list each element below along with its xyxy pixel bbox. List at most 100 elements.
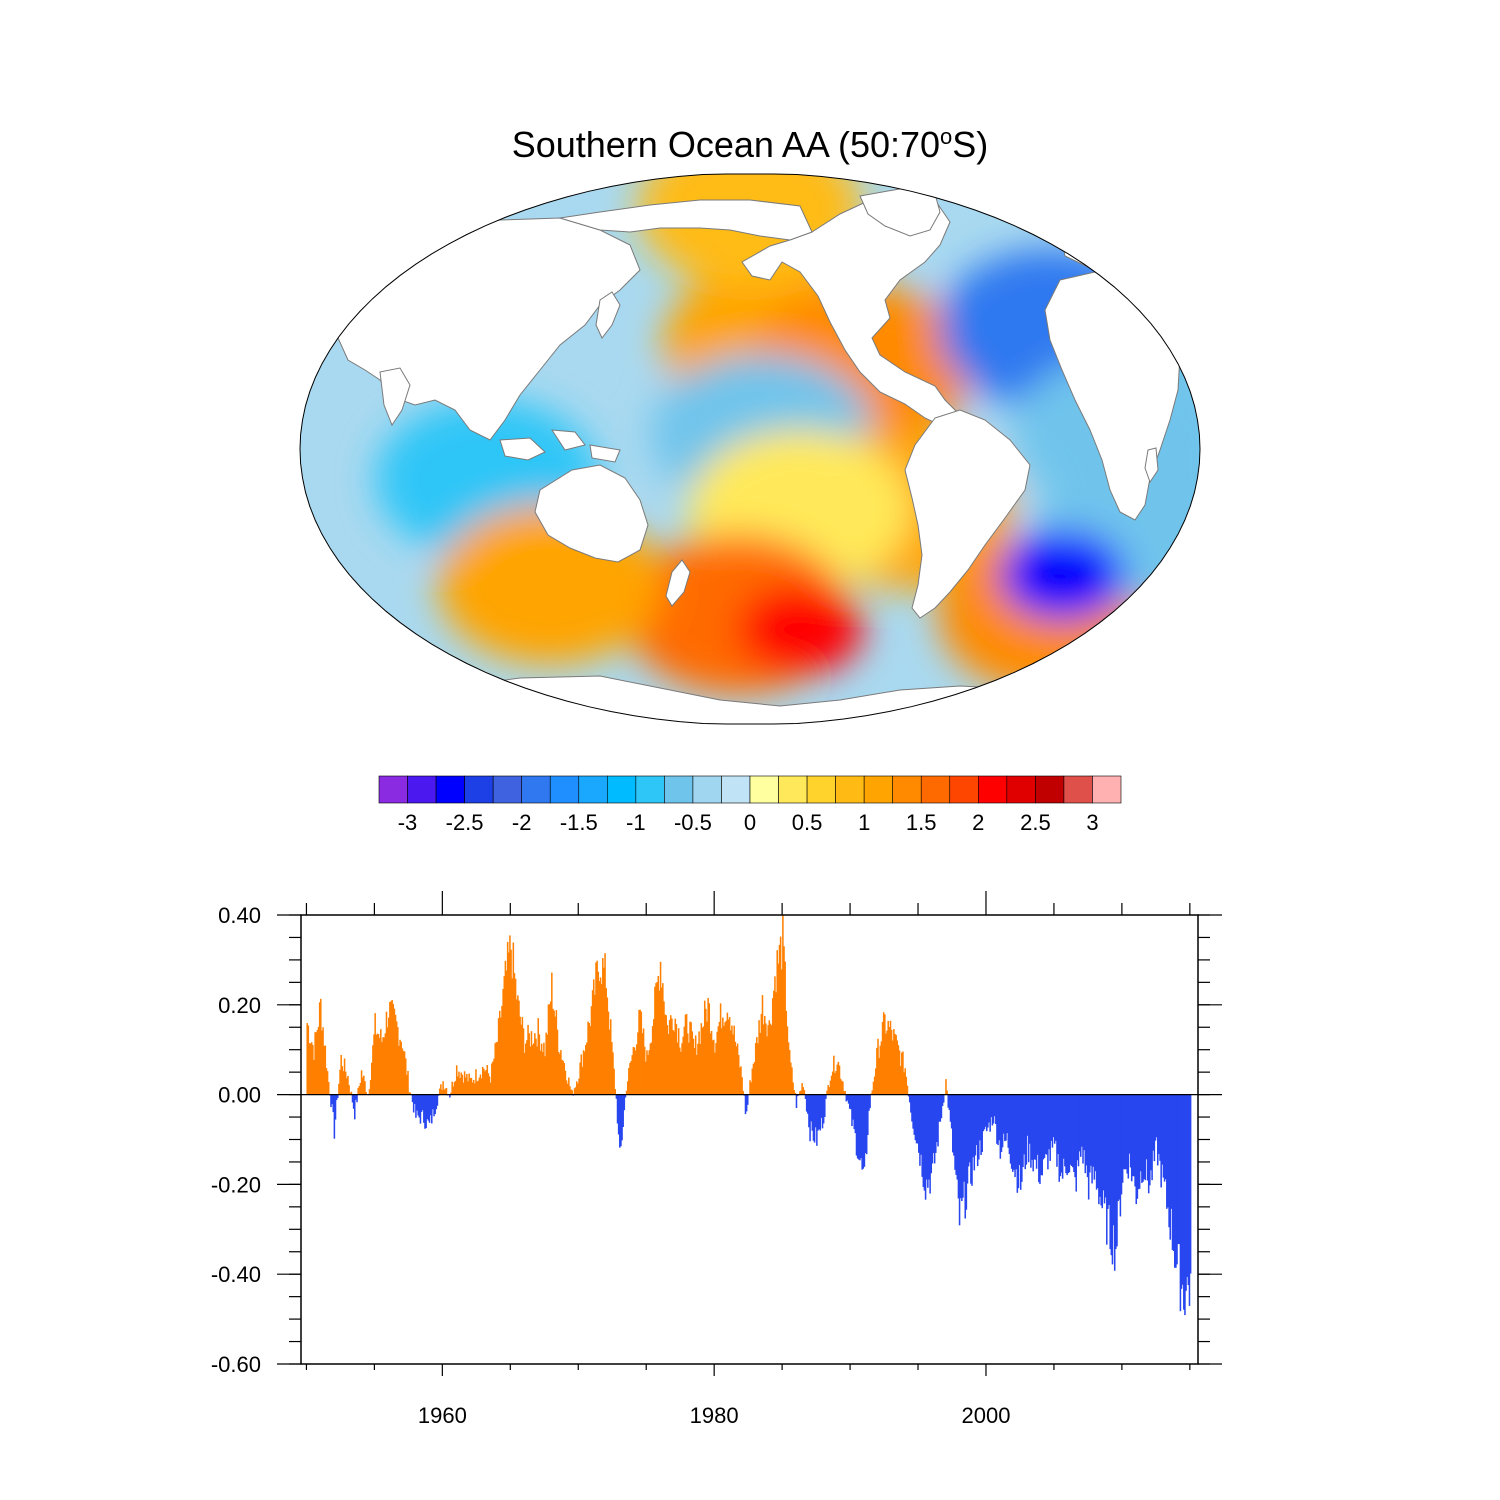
colorbar-tick-label: 2 [972,810,984,835]
timeseries-bar [893,1029,895,1095]
timeseries-bar [673,1031,675,1095]
colorbar-swatch [778,775,808,804]
timeseries-bar [615,1094,618,1099]
timeseries-bar [1034,1094,1037,1160]
timeseries-bar [1178,1094,1181,1245]
timeseries-bar [588,1023,590,1095]
timeseries-bar [807,1094,809,1114]
timeseries-bar [1181,1094,1184,1285]
timeseries-bar [1189,1094,1192,1274]
timeseries-bar [1113,1094,1116,1271]
timeseries-bar [702,1026,705,1095]
timeseries-bar [999,1094,1002,1159]
timeseries-bar [457,1076,459,1095]
timeseries-bar [808,1094,810,1128]
timeseries-bar [1033,1094,1036,1160]
timeseries-bar [326,1071,329,1095]
timeseries-bar [1094,1094,1097,1172]
timeseries-bar [432,1094,434,1110]
colorbar-swatch [464,775,494,804]
timeseries-bar [858,1094,860,1160]
timeseries-bar [844,1090,846,1095]
timeseries-bar [636,1044,638,1095]
timeseries-bar [452,1086,455,1095]
timeseries-bar [1085,1094,1088,1166]
timeseries-bar [1040,1094,1042,1176]
timeseries-bar [1172,1094,1175,1252]
timeseries-bar [672,1030,674,1095]
timeseries-bar [856,1094,859,1159]
timeseries-bar [1128,1094,1131,1154]
timeseries-bar [751,1068,754,1095]
timeseries-bar [542,1051,544,1095]
timeseries-bar [834,1072,836,1095]
timeseries-bar [1135,1094,1138,1205]
antarctica [429,675,1102,724]
timeseries-bar [1170,1094,1173,1209]
timeseries-bar [1084,1094,1087,1174]
timeseries-bar [767,1025,769,1095]
timeseries-bar [320,998,322,1095]
timeseries-bar [1048,1094,1050,1150]
timeseries-bar [814,1094,817,1128]
timeseries-bar [346,1078,348,1095]
timeseries-bar [825,1094,827,1099]
timeseries-bar [1115,1094,1117,1249]
timeseries-bar [562,1060,564,1095]
timeseries-bar [1149,1094,1151,1186]
timeseries-bar [465,1077,467,1095]
timeseries-bar [595,962,597,1095]
timeseries-bar [313,1059,315,1095]
timeseries-bar [1150,1094,1152,1171]
timeseries-bar [1076,1094,1079,1161]
timeseries-bar [998,1094,1000,1141]
timeseries-bar [307,1025,310,1095]
timeseries-bar [1110,1094,1113,1256]
colorbar-swatch [521,775,551,804]
timeseries-bar [400,1041,402,1095]
timeseries-bar [810,1094,812,1122]
timeseries-bar [477,1080,479,1095]
timeseries-bar [360,1070,363,1095]
timeseries-bar [966,1094,969,1184]
timeseries-bar [608,1029,611,1095]
timeseries-bar [523,1052,526,1095]
timeseries-bar [759,1032,761,1095]
timeseries-bar [1090,1094,1092,1166]
timeseries-bar [1123,1094,1125,1170]
colorbar-swatch [806,775,836,804]
timeseries-bar [1081,1094,1083,1147]
timeseries-bar [824,1094,826,1118]
timeseries-bar [884,1014,886,1095]
timeseries-bar [1023,1094,1025,1155]
timeseries-bar [316,1030,319,1095]
timeseries-bar [1121,1094,1124,1183]
timeseries-bar [503,976,506,1095]
timeseries-bar [788,1049,791,1095]
timeseries-bar [727,1019,730,1095]
timeseries-bar [385,1011,388,1095]
timeseries-bar [569,1086,571,1095]
timeseries-bar [923,1094,926,1191]
timeseries-bar [1093,1094,1096,1180]
timeseries-bar [515,999,518,1095]
timeseries-bar [1018,1094,1021,1166]
timeseries-bar [786,1026,789,1095]
timeseries-bar [976,1094,979,1167]
timeseries-bar [340,1054,342,1095]
timeseries-bar [1082,1094,1084,1164]
timeseries-bar [1125,1094,1127,1170]
timeseries-bar [308,1043,311,1095]
colorbar-swatch [578,775,608,804]
timeseries-bar [1001,1094,1004,1148]
timeseries-bar [349,1092,351,1095]
timeseries-bar [399,1039,401,1095]
timeseries-bar [716,1031,718,1095]
timeseries-bar [679,1047,681,1095]
y-tick-label: -0.40 [211,1262,261,1287]
timeseries-bar [369,1080,372,1095]
timeseries-bar [938,1094,940,1122]
timeseries-bar [656,981,658,1095]
timeseries-bar [649,1043,652,1095]
timeseries-bar [1077,1094,1080,1167]
